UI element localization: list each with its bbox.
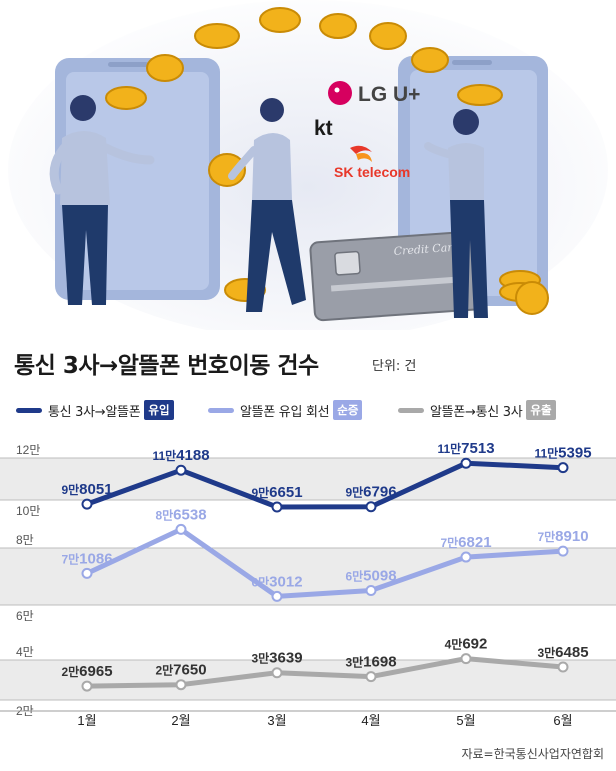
data-label: 7만6821 xyxy=(440,534,491,551)
data-label: 3만6485 xyxy=(537,644,588,661)
data-label: 2만7650 xyxy=(155,662,206,679)
credit-card: Credit Card xyxy=(309,230,484,322)
data-point xyxy=(81,567,93,579)
chart-title: 통신 3사→알뜰폰 번호이동 건수 xyxy=(14,353,319,379)
person-middle xyxy=(228,98,306,312)
data-label: 9만6651 xyxy=(251,484,302,501)
data-point xyxy=(175,523,187,535)
data-label: 8만6538 xyxy=(155,506,206,523)
data-label: 3만1698 xyxy=(345,654,396,671)
legend-tag: 순증 xyxy=(333,400,363,420)
x-tick-label: 1월 xyxy=(77,713,96,728)
kt-logo: kt xyxy=(314,117,333,140)
coins xyxy=(105,7,549,315)
panel-band xyxy=(0,660,616,700)
lguplus-logo: LG U+ xyxy=(328,81,420,106)
data-label: 7만8910 xyxy=(537,528,588,545)
series-line xyxy=(84,526,566,599)
legend-swatch xyxy=(16,407,42,413)
data-label: 4만692 xyxy=(445,636,488,653)
legend-tag: 유입 xyxy=(144,400,174,420)
legend-swatch xyxy=(208,407,234,413)
data-label: 11만7513 xyxy=(437,440,494,457)
y-tick-label: 8만 xyxy=(16,533,34,547)
x-tick-label: 5월 xyxy=(456,713,475,728)
unit-label: 단위: 건 xyxy=(372,359,417,374)
data-point xyxy=(557,661,569,673)
data-point xyxy=(81,498,93,510)
legend-tag: 유출 xyxy=(526,400,556,420)
data-point xyxy=(557,462,569,474)
legend: 통신 3사→알뜰폰 유입 알뜰폰 유입 회선 순증 알뜰폰→통신 3사 유출 xyxy=(0,396,616,424)
data-point xyxy=(271,667,283,679)
x-tick-label: 3월 xyxy=(267,713,286,728)
data-label: 9만8051 xyxy=(61,481,112,498)
data-label: 11만5395 xyxy=(534,445,591,462)
series-line xyxy=(84,460,566,510)
data-label: 7만1086 xyxy=(61,550,112,567)
legend-item-inflow: 통신 3사→알뜰폰 유입 xyxy=(16,396,174,424)
data-point xyxy=(557,545,569,557)
data-point xyxy=(460,551,472,563)
x-tick-label: 4월 xyxy=(361,713,380,728)
legend-label: 알뜰폰→통신 3사 xyxy=(430,404,523,420)
legend-item-outflow: 알뜰폰→통신 3사 유출 xyxy=(398,396,556,424)
svg-text:SK telecom: SK telecom xyxy=(334,164,410,180)
data-point xyxy=(365,584,377,596)
data-point xyxy=(271,501,283,513)
line-chart: 12만 10만 9만8051 11만4188 9만6651 9만6796 11만7513 11… xyxy=(0,440,616,728)
x-tick-label: 2월 xyxy=(171,713,190,728)
legend-item-net: 알뜰폰 유입 회선 순증 xyxy=(208,396,363,424)
data-point xyxy=(271,590,283,602)
data-label: 11만4188 xyxy=(152,447,209,464)
data-label: 6만5098 xyxy=(345,567,396,584)
y-tick-label: 10만 xyxy=(16,504,40,518)
data-point xyxy=(175,464,187,476)
svg-text:LG U+: LG U+ xyxy=(358,83,420,106)
legend-swatch xyxy=(398,407,424,413)
legend-label: 통신 3사→알뜰폰 xyxy=(48,404,141,420)
x-tick-label: 6월 xyxy=(553,713,572,728)
y-tick-label: 4만 xyxy=(16,645,34,659)
y-tick-label: 12만 xyxy=(16,443,40,457)
person-right xyxy=(424,109,488,318)
data-point xyxy=(81,680,93,692)
sktelecom-logo: SK telecom xyxy=(334,145,410,180)
source-note: 자료=한국통신사업자연합회 xyxy=(461,747,604,761)
data-label: 9만6796 xyxy=(345,484,396,501)
data-label: 3만3639 xyxy=(251,650,302,667)
data-point xyxy=(460,457,472,469)
data-point xyxy=(365,671,377,683)
data-label: 6만3012 xyxy=(251,573,302,590)
data-point xyxy=(365,501,377,513)
data-point xyxy=(460,653,472,665)
y-tick-label: 6만 xyxy=(16,609,34,623)
legend-label: 알뜰폰 유입 회선 xyxy=(240,404,330,420)
svg-text:Credit Card: Credit Card xyxy=(393,240,460,258)
data-point xyxy=(175,679,187,691)
person-left xyxy=(49,95,155,305)
hero-illustration: Credit Card LG U+ kt SK telecom xyxy=(8,0,608,330)
series-line xyxy=(84,656,566,689)
data-label: 2만6965 xyxy=(61,663,112,680)
